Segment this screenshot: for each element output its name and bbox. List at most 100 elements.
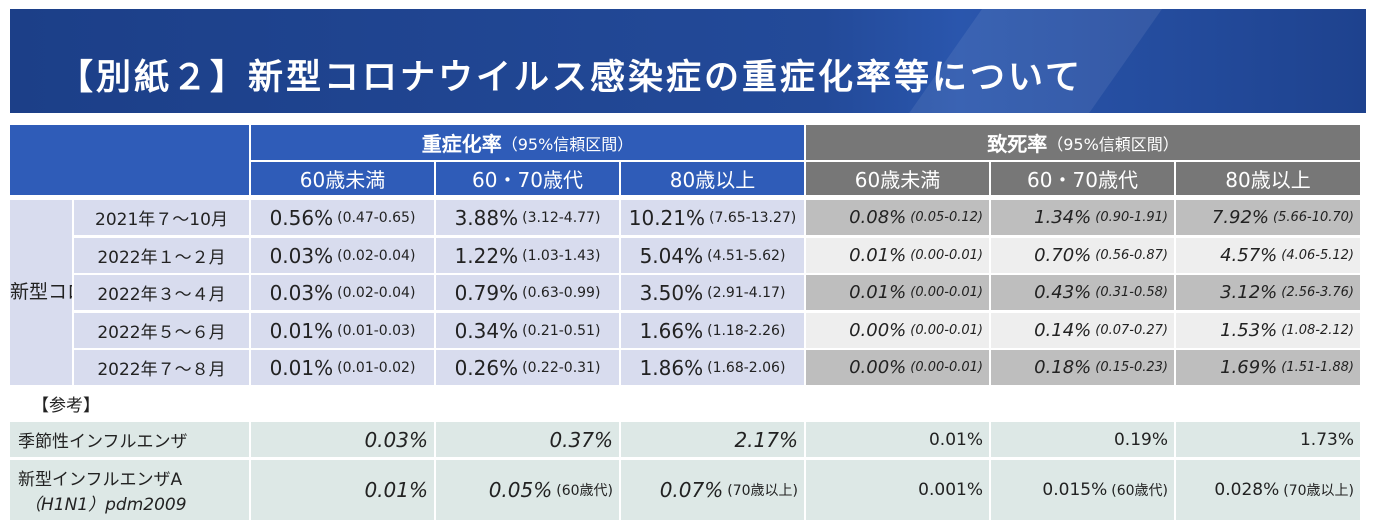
- reference-row-name: 季節性インフルエンザ: [18, 432, 188, 452]
- period-label: 2022年３～４月: [97, 285, 226, 305]
- age-label: 60・70歳代: [472, 168, 583, 192]
- period-cell: 2022年３～４月: [74, 275, 249, 310]
- fatal-value-cell: 4.57% (4.06-5.12): [1176, 238, 1360, 273]
- fatal-rate: 1.34%: [1034, 207, 1092, 228]
- severe-rate: 1.66%: [639, 318, 704, 343]
- severe-ci: (0.22-0.31): [522, 359, 601, 376]
- severe-value-cell: 0.56% (0.47-0.65): [251, 200, 434, 235]
- reference-severe-rate: 0.03%: [364, 427, 428, 452]
- severe-rate: 0.01%: [269, 318, 334, 343]
- reference-fatal-cell: 0.01%: [806, 422, 989, 457]
- fatal-value-cell: 1.69% (1.51-1.88): [1176, 350, 1360, 385]
- severe-rate: 0.26%: [454, 355, 519, 380]
- severe-value-cell: 0.01% (0.01-0.02): [251, 350, 434, 385]
- severe-rate: 0.03%: [269, 243, 334, 268]
- reference-row-name: 新型インフルエンザA: [18, 470, 183, 490]
- severe-value-cell: 3.50% (2.91-4.17): [621, 275, 804, 310]
- fatal-ci: (0.05-0.12): [910, 210, 983, 225]
- reference-severe-rate: 0.37%: [549, 427, 613, 452]
- age-label: 60歳未満: [299, 168, 386, 192]
- period-cell: 2022年７～８月: [74, 350, 249, 385]
- period-label: 2022年５～６月: [97, 323, 226, 343]
- fatal-value-cell: 0.43% (0.31-0.58): [991, 275, 1174, 310]
- severe-value-cell: 3.88% (3.12-4.77): [436, 200, 619, 235]
- fatal-ci: (1.08-2.12): [1281, 323, 1354, 338]
- fatal-rate: 3.12%: [1220, 282, 1278, 303]
- reference-text: 【参考】: [32, 395, 100, 416]
- severe-ci: (1.03-1.43): [522, 247, 601, 264]
- severe-value-cell: 0.03% (0.02-0.04): [251, 238, 434, 273]
- severe-header-main: 重症化率: [421, 132, 502, 156]
- severe-ci: (0.01-0.03): [337, 322, 416, 339]
- fatal-value-cell: 0.14% (0.07-0.27): [991, 313, 1174, 348]
- severe-ci: (4.51-5.62): [707, 247, 786, 264]
- page-title: 【別紙２】新型コロナウイルス感染症の重症化率等について: [58, 58, 1083, 98]
- reference-fatal-cell: 1.73%: [1176, 422, 1360, 457]
- fatal-rate: 4.57%: [1220, 245, 1278, 266]
- reference-fatal-cell: 0.001%: [806, 460, 989, 520]
- age-label: 60・70歳代: [1027, 168, 1138, 192]
- fatal-value-cell: 3.12% (2.56-3.76): [1176, 275, 1360, 310]
- fatal-ci: (0.00-0.01): [910, 360, 983, 375]
- fatal-ci: (0.00-0.01): [910, 285, 983, 300]
- fatal-ci: (0.07-0.27): [1095, 323, 1168, 338]
- fatal-rate: 0.00%: [849, 320, 907, 341]
- covid-vertical-label: 新型コロナ: [10, 281, 72, 303]
- fatal-ci: (4.06-5.12): [1281, 248, 1354, 263]
- severe-rate: 10.21%: [628, 205, 706, 230]
- severe-value-cell: 0.03% (0.02-0.04): [251, 275, 434, 310]
- fatal-rate: 1.69%: [1220, 357, 1278, 378]
- fatal-rate: 7.92%: [1211, 207, 1269, 228]
- age-label: 80歳以上: [669, 168, 756, 192]
- fatal-age-header: 60歳未満: [806, 162, 989, 195]
- fatal-rate: 0.14%: [1034, 320, 1092, 341]
- fatal-ci: (5.66-10.70): [1273, 210, 1354, 225]
- fatal-rate: 0.18%: [1034, 357, 1092, 378]
- severe-ci: (1.18-2.26): [707, 322, 786, 339]
- reference-fatal-cell: 0.015% (60歳代): [991, 460, 1174, 520]
- reference-severe-rate: 0.07%: [659, 478, 724, 502]
- period-cell: 2021年７～10月: [74, 200, 249, 235]
- fatal-value-cell: 0.01% (0.00-0.01): [806, 238, 989, 273]
- fatal-value-cell: 0.08% (0.05-0.12): [806, 200, 989, 235]
- period-label: 2022年１～２月: [97, 248, 226, 268]
- reference-fatal-cell: 0.028% (70歳以上): [1176, 460, 1360, 520]
- reference-fatal-note: (70歳以上): [1283, 483, 1354, 499]
- title-banner: 【別紙２】新型コロナウイルス感染症の重症化率等について: [10, 9, 1366, 113]
- severe-value-cell: 10.21% (7.65-13.27): [621, 200, 804, 235]
- fatal-value-cell: 7.92% (5.66-10.70): [1176, 200, 1360, 235]
- severe-value-cell: 1.22% (1.03-1.43): [436, 238, 619, 273]
- fatal-value-cell: 0.18% (0.15-0.23): [991, 350, 1174, 385]
- severe-rate: 0.03%: [269, 280, 334, 305]
- fatal-rate: 0.00%: [849, 357, 907, 378]
- severe-value-cell: 0.26% (0.22-0.31): [436, 350, 619, 385]
- fatal-value-cell: 0.70% (0.56-0.87): [991, 238, 1174, 273]
- severe-ci: (1.68-2.06): [707, 359, 786, 376]
- reference-row-name: （H1N1）pdm2009: [24, 495, 187, 515]
- severe-ci: (7.65-13.27): [709, 209, 797, 226]
- severe-rate: 0.79%: [454, 280, 519, 305]
- severe-rate: 0.56%: [269, 205, 334, 230]
- reference-fatal-note: (60歳代): [1111, 483, 1168, 499]
- severe-ci: (2.91-4.17): [707, 284, 786, 301]
- severe-rate: 3.50%: [639, 280, 704, 305]
- reference-label: 【参考】: [24, 388, 224, 418]
- severe-header-sub: （95%信頼区間）: [501, 134, 634, 154]
- severe-ci: (0.02-0.04): [337, 247, 416, 264]
- severe-ci: (0.21-0.51): [522, 322, 601, 339]
- reference-severe-cell: 0.01%: [251, 460, 434, 520]
- severe-value-cell: 0.79% (0.63-0.99): [436, 275, 619, 310]
- severe-header: 重症化率 （95%信頼区間）: [251, 125, 804, 160]
- severe-value-cell: 1.86% (1.68-2.06): [621, 350, 804, 385]
- fatal-rate: 0.01%: [849, 282, 907, 303]
- reference-fatal-rate: 0.028%: [1214, 480, 1280, 500]
- fatal-ci: (0.15-0.23): [1095, 360, 1168, 375]
- covid-group-label: 新型コロナ: [10, 200, 72, 385]
- fatal-rate: 0.70%: [1034, 245, 1092, 266]
- severe-ci: (0.63-0.99): [522, 284, 601, 301]
- severe-value-cell: 0.01% (0.01-0.03): [251, 313, 434, 348]
- reference-row-label: 新型インフルエンザA （H1N1）pdm2009: [10, 460, 249, 520]
- reference-row-label: 季節性インフルエンザ: [10, 422, 249, 457]
- header-corner: [10, 125, 249, 195]
- period-label: 2021年７～10月: [95, 210, 228, 230]
